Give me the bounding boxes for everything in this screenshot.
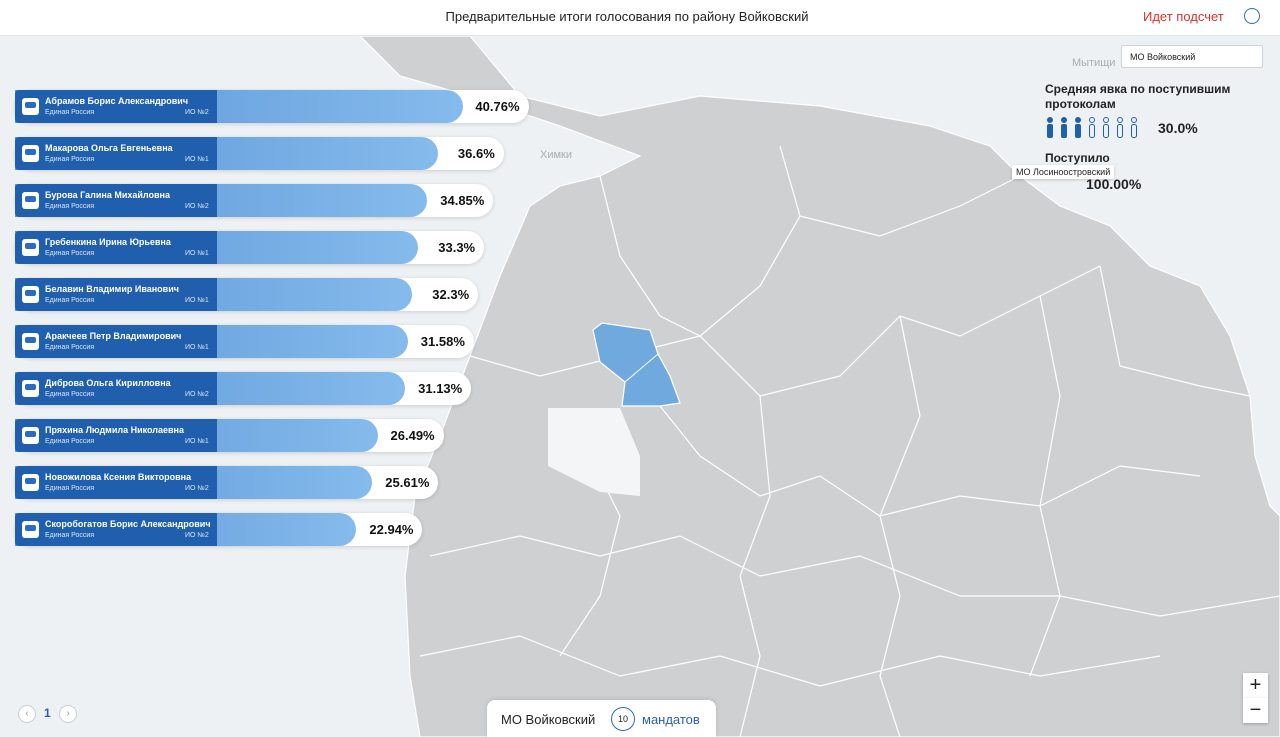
selected-district[interactable] bbox=[592, 322, 681, 407]
party-logo bbox=[22, 380, 39, 397]
candidate-party: Единая Россия bbox=[45, 203, 95, 210]
candidate-party: Единая Россия bbox=[45, 438, 95, 445]
party-logo bbox=[22, 98, 39, 115]
map-park bbox=[548, 408, 640, 496]
candidate-party: Единая Россия bbox=[45, 250, 95, 257]
candidate-party: Единая Россия bbox=[45, 391, 95, 398]
received-value: 100.00% bbox=[1086, 176, 1142, 192]
zoom-out[interactable]: − bbox=[1243, 698, 1268, 723]
candidate-party: Единая Россия bbox=[45, 109, 95, 116]
party-logo bbox=[22, 474, 39, 491]
candidate-header: Пряхина Людмила Николаевна Единая Россия И… bbox=[15, 419, 217, 452]
map-borders bbox=[419, 145, 1280, 737]
candidate-name: Макарова Ольга Евгеньевна bbox=[45, 143, 173, 153]
page-title: Предварительные итоги голосования по рай… bbox=[445, 9, 809, 24]
party-logo bbox=[22, 145, 39, 162]
district-select[interactable]: МО Войковский bbox=[1121, 45, 1263, 68]
candidate-percent: 25.61% bbox=[385, 475, 430, 490]
candidate-district: ИО №2 bbox=[185, 109, 209, 116]
candidate-header: Новожилова Ксения Викторовна Единая Росси… bbox=[15, 466, 217, 499]
candidate-percent: 40.76% bbox=[475, 99, 520, 114]
candidate-party: Единая Россия bbox=[45, 156, 95, 163]
candidate-percent: 31.58% bbox=[420, 334, 465, 349]
candidate-party: Единая Россия bbox=[45, 344, 95, 351]
candidate-name: Новожилова Ксения Викторовна bbox=[45, 472, 192, 482]
party-logo bbox=[22, 192, 39, 209]
bottom-district: МО Войковский bbox=[501, 712, 596, 727]
turnout-value: 30.0% bbox=[1158, 120, 1198, 136]
map-label: Мытищи bbox=[1072, 57, 1115, 69]
candidate-percent: 36.6% bbox=[457, 146, 495, 161]
prev-page[interactable]: ‹ bbox=[18, 705, 36, 723]
turnout-label[interactable]: Средняя явка по поступившим протоколам bbox=[1045, 82, 1231, 111]
status: Идет подсчет bbox=[1143, 9, 1224, 24]
map-region bbox=[359, 36, 1280, 737]
candidate-name: Абрамов Борис Александрович bbox=[45, 96, 189, 106]
turnout-icons bbox=[1047, 117, 1137, 138]
candidate-percent: 33.3% bbox=[438, 240, 476, 255]
candidate-name: Бурова Галина Михайловна bbox=[45, 190, 170, 200]
candidate-header: Скоробогатов Борис Александрович Единая Р… bbox=[15, 513, 217, 546]
party-logo bbox=[22, 427, 39, 444]
candidate-header: Бурова Галина Михайловна Единая Россия ИО … bbox=[15, 184, 217, 217]
candidate-district: ИО №1 bbox=[185, 250, 209, 257]
candidate-percent: 26.49% bbox=[390, 428, 435, 443]
candidate-name: Пряхина Людмила Николаевна bbox=[45, 425, 184, 435]
candidate-name: Гребенкина Ирина Юрьевна bbox=[45, 237, 171, 247]
bottom-panel: МО Войковский 10 мандатов bbox=[487, 700, 716, 737]
candidate-header: Макарова Ольга Евгеньевна Единая Россия ИО… bbox=[15, 137, 217, 170]
candidate-district: ИО №1 bbox=[185, 344, 209, 351]
play-button[interactable] bbox=[1244, 8, 1260, 24]
candidate-name: Аракчеев Петр Владимирович bbox=[45, 331, 182, 341]
candidate-name: Диброва Ольга Кирилловна bbox=[45, 378, 171, 388]
party-logo bbox=[22, 333, 39, 350]
party-logo bbox=[22, 521, 39, 538]
candidate-district: ИО №2 bbox=[185, 532, 209, 539]
candidate-district: ИО №1 bbox=[185, 297, 209, 304]
mandates-count: 10 bbox=[611, 707, 635, 731]
candidate-header: Аракчеев Петр Владимирович Единая Россия И… bbox=[15, 325, 217, 358]
candidate-district: ИО №2 bbox=[185, 203, 209, 210]
candidate-percent: 31.13% bbox=[418, 381, 463, 396]
candidate-name: Белавин Владимир Иванович bbox=[45, 284, 179, 294]
candidate-header: Белавин Владимир Иванович Единая Россия ИО… bbox=[15, 278, 217, 311]
candidate-party: Единая Россия bbox=[45, 485, 95, 492]
candidate-district: ИО №2 bbox=[185, 485, 209, 492]
header: Предварительные итоги голосования по рай… bbox=[0, 0, 1280, 36]
person-icons bbox=[1047, 117, 1137, 138]
candidate-district: ИО №1 bbox=[185, 156, 209, 163]
candidate-header: Диброва Ольга Кирилловна Единая Россия ИО … bbox=[15, 372, 217, 405]
candidate-header: Гребенкина Ирина Юрьевна Единая Россия ИО … bbox=[15, 231, 217, 264]
candidate-party: Единая Россия bbox=[45, 297, 95, 304]
candidate-percent: 32.3% bbox=[432, 287, 470, 302]
candidate-name: Скоробогатов Борис Александрович bbox=[45, 519, 211, 529]
map[interactable]: Химки Мытищи bbox=[0, 36, 1280, 737]
candidate-header: Абрамов Борис Александрович Единая Россия… bbox=[15, 90, 217, 123]
party-logo bbox=[22, 286, 39, 303]
candidate-district: ИО №2 bbox=[185, 391, 209, 398]
candidate-district: ИО №1 bbox=[185, 438, 209, 445]
candidate-percent: 34.85% bbox=[440, 193, 485, 208]
mandates-label: мандатов bbox=[642, 712, 700, 727]
page-number[interactable]: 1 bbox=[44, 706, 51, 720]
received-label[interactable]: Поступило bbox=[1045, 151, 1110, 165]
next-page[interactable]: › bbox=[59, 705, 77, 723]
party-logo bbox=[22, 239, 39, 256]
map-tooltip: МО Лосиноостровский bbox=[1012, 165, 1115, 179]
candidate-percent: 22.94% bbox=[369, 522, 414, 537]
candidate-party: Единая Россия bbox=[45, 532, 95, 539]
district-border bbox=[624, 353, 659, 383]
zoom-in[interactable]: + bbox=[1243, 673, 1268, 698]
map-label: Химки bbox=[540, 149, 572, 161]
